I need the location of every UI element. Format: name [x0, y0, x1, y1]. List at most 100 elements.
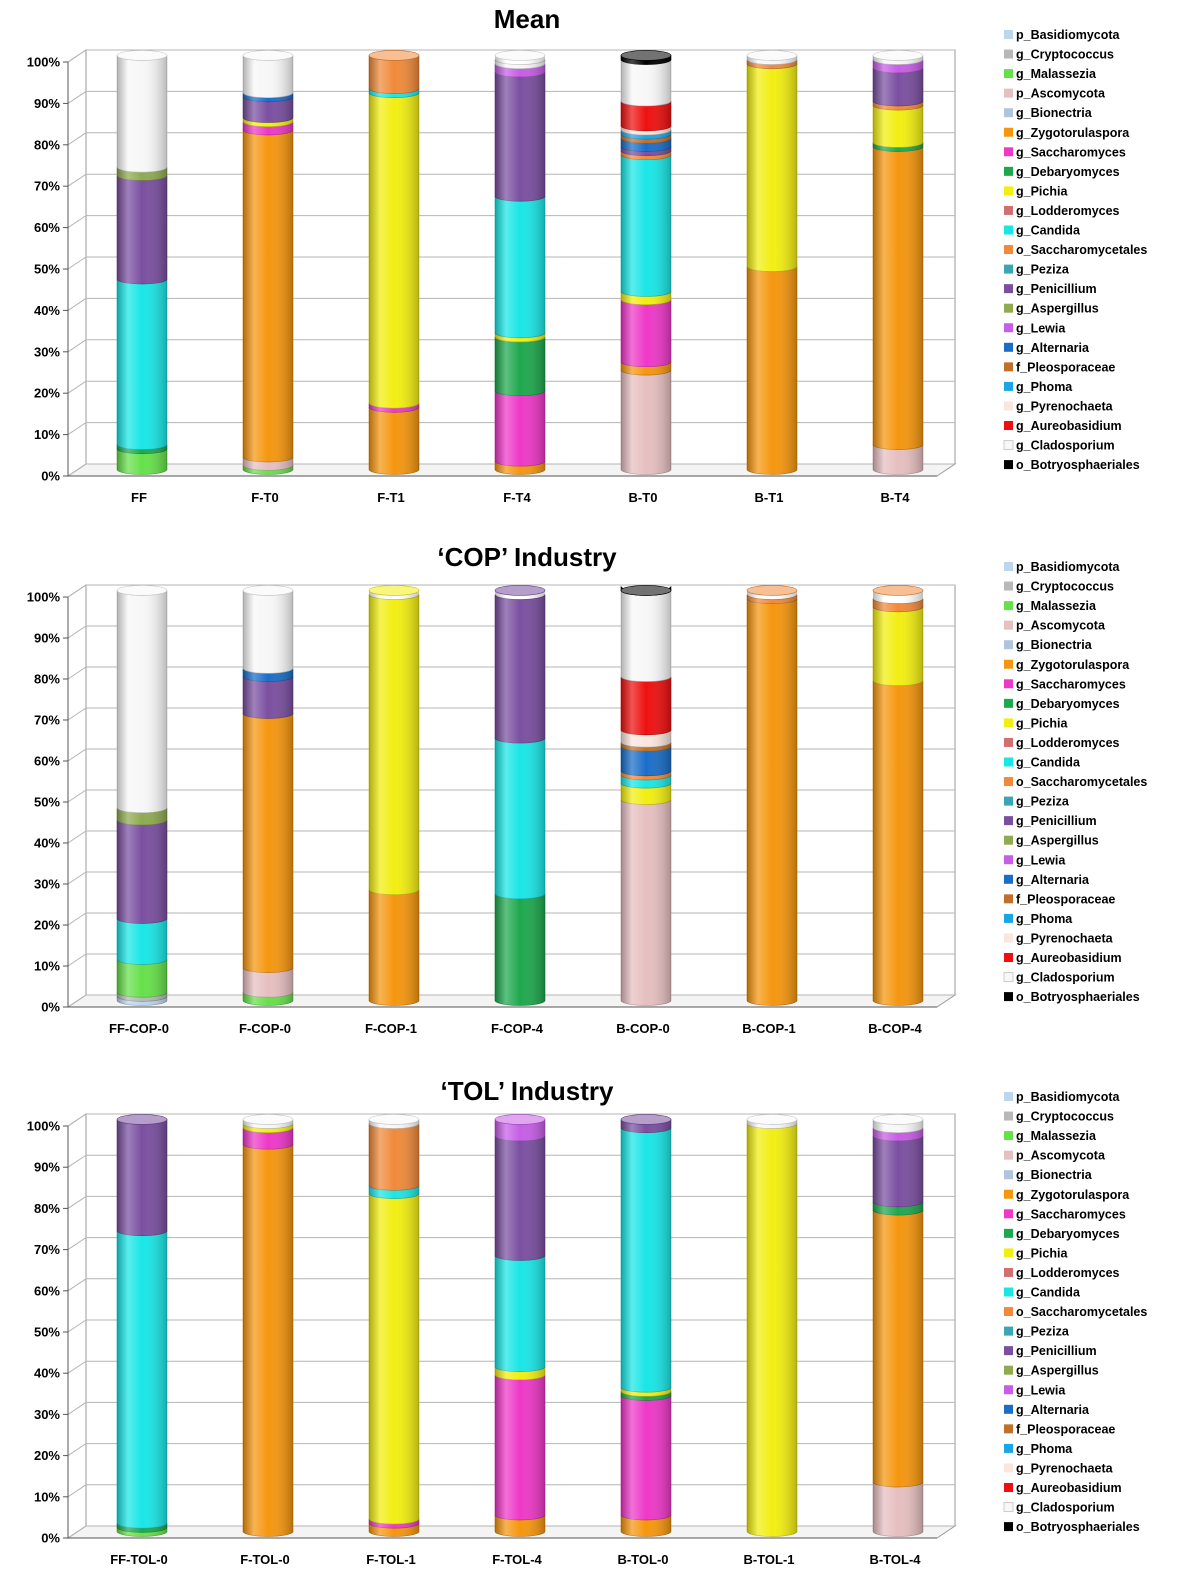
bar-segment-g_Pichia — [368, 92, 420, 409]
legend-label: g_Peziza — [1016, 1325, 1070, 1339]
legend-swatch — [1004, 1131, 1013, 1141]
legend-swatch — [1004, 1346, 1013, 1356]
legend-swatch — [1003, 1502, 1014, 1513]
y-tick-label: 60% — [34, 1283, 60, 1298]
legend-label: g_Malassezia — [1016, 67, 1097, 81]
bar-segment-g_Candida — [116, 278, 168, 450]
bar-segment-p_Ascomycota — [872, 1481, 924, 1537]
bar-top-cap — [746, 585, 798, 596]
bar-segment-g_Cladosporium — [242, 55, 294, 98]
legend-label: g_Aureobasidium — [1016, 419, 1122, 433]
y-tick-label: 40% — [34, 303, 60, 318]
bar-segment-g_Pichia — [872, 104, 924, 148]
bar-segment-g_Cladosporium — [116, 55, 168, 173]
legend-label: f_Pleosporaceae — [1016, 892, 1115, 906]
legend-swatch — [1004, 1111, 1013, 1121]
y-tick-label: 10% — [34, 959, 60, 974]
x-tick-label: B-T1 — [755, 490, 784, 505]
x-tick-label: B-TOL-0 — [617, 1552, 668, 1567]
legend-label: g_Cladosporium — [1016, 439, 1115, 453]
legend-label: o_Botryosphaeriales — [1016, 1520, 1140, 1534]
bar-B-COP-0 — [620, 585, 672, 1006]
bar-segment-g_Pichia — [746, 1123, 798, 1537]
bar-segment-g_Candida — [116, 1230, 168, 1529]
legend-swatch — [1004, 620, 1013, 630]
gridline — [67, 49, 955, 63]
legend-label: g_Aspergillus — [1016, 834, 1099, 848]
legend-label: g_Saccharomyces — [1016, 1207, 1126, 1221]
bar-segment-p_Ascomycota — [620, 799, 672, 1006]
legend-label: g_Lodderomyces — [1016, 1266, 1120, 1280]
legend-label: g_Pyrenochaeta — [1016, 1461, 1114, 1475]
y-tick-label: 100% — [27, 1119, 61, 1134]
legend-swatch — [1003, 972, 1014, 983]
bar-F-TOL-0 — [242, 1114, 294, 1537]
legend-label: g_Cryptococcus — [1016, 48, 1114, 62]
bar-top-cap — [620, 50, 672, 61]
legend-swatch — [1004, 913, 1013, 923]
legend-label: g_Pyrenochaeta — [1016, 931, 1114, 945]
legend-swatch — [1004, 264, 1013, 274]
legend-swatch — [1004, 381, 1013, 391]
bar-segment-g_Debaryomyces — [494, 336, 546, 397]
legend-label: g_Pichia — [1016, 716, 1068, 730]
legend-swatch — [1004, 225, 1013, 235]
x-tick-label: B-T4 — [881, 490, 911, 505]
legend-label: g_Lewia — [1016, 321, 1066, 335]
x-tick-label: FF — [131, 490, 147, 505]
bar-segment-g_Penicillium — [116, 175, 168, 285]
y-tick-label: 90% — [34, 96, 60, 111]
legend-swatch — [1004, 1228, 1013, 1238]
bar-top-cap — [872, 585, 924, 596]
bar-segment-g_Penicillium — [494, 594, 546, 744]
bar-F-T0 — [242, 50, 294, 475]
gridline — [67, 1113, 955, 1127]
legend-label: g_Cryptococcus — [1016, 580, 1114, 594]
y-tick-label: 20% — [34, 386, 60, 401]
legend-swatch — [1004, 679, 1013, 689]
legend-label: g_Debaryomyces — [1016, 697, 1120, 711]
legend-label: g_Malassezia — [1016, 1129, 1097, 1143]
y-tick-label: 90% — [34, 631, 60, 646]
legend-label: o_Botryosphaeriales — [1016, 990, 1140, 1004]
x-tick-label: B-TOL-4 — [869, 1552, 921, 1567]
bar-segment-g_Cladosporium — [620, 590, 672, 682]
bar-segment-g_Saccharomyces — [494, 1374, 546, 1521]
legend-swatch — [1004, 1483, 1013, 1492]
y-tick-label: 100% — [27, 590, 61, 605]
legend-label: g_Lodderomyces — [1016, 204, 1120, 218]
x-tick-label: B-COP-4 — [868, 1021, 922, 1036]
x-tick-label: F-T1 — [377, 490, 404, 505]
bar-top-cap — [746, 50, 798, 61]
bar-segment-g_Malassezia — [116, 959, 168, 998]
legend-swatch — [1004, 953, 1013, 962]
legend-label: p_Ascomycota — [1016, 619, 1106, 633]
legend-label: g_Pichia — [1016, 184, 1068, 198]
bar-segment-g_Saccharomyces — [620, 299, 672, 368]
bar-B-TOL-1 — [746, 1114, 798, 1537]
x-tick-label: B-TOL-1 — [743, 1552, 794, 1567]
bar-segment-g_Zygotorulaspora — [368, 889, 420, 1006]
legend-label: g_Alternaria — [1016, 1403, 1090, 1417]
legend-swatch — [1004, 88, 1013, 98]
bar-top-cap — [746, 1114, 798, 1125]
chart-panel-3: ‘TOL’ Industry 0% 10% 20% 30% 40% 50% 60% 70% 80%… — [27, 1076, 1148, 1567]
legend-label: g_Phoma — [1016, 912, 1073, 926]
legend-swatch — [1004, 49, 1013, 59]
x-tick-label: F-COP-0 — [239, 1021, 291, 1036]
legend-swatch — [1004, 796, 1013, 806]
x-tick-label: FF-COP-0 — [109, 1021, 169, 1036]
y-tick-label: 50% — [34, 795, 60, 810]
bar-top-cap — [116, 1114, 168, 1125]
bar-segment-g_Candida — [620, 1127, 672, 1393]
bar-FF-COP-0 — [116, 585, 168, 1006]
bar-segment-p_Ascomycota — [620, 369, 672, 475]
legend-swatch — [1004, 757, 1013, 767]
bar-segment-g_Zygotorulaspora — [242, 129, 294, 463]
chart-panel-2: ‘COP’ Industry 0% 10% 20% 30% 40% 50% 60% 70% 80%… — [27, 542, 1148, 1036]
legend-label: g_Aureobasidium — [1016, 1481, 1122, 1495]
bar-B-COP-1 — [746, 585, 798, 1006]
legend-label: o_Saccharomycetales — [1016, 243, 1147, 257]
bar-segment-g_Zygotorulaspora — [872, 1209, 924, 1488]
legend-swatch — [1004, 303, 1013, 313]
